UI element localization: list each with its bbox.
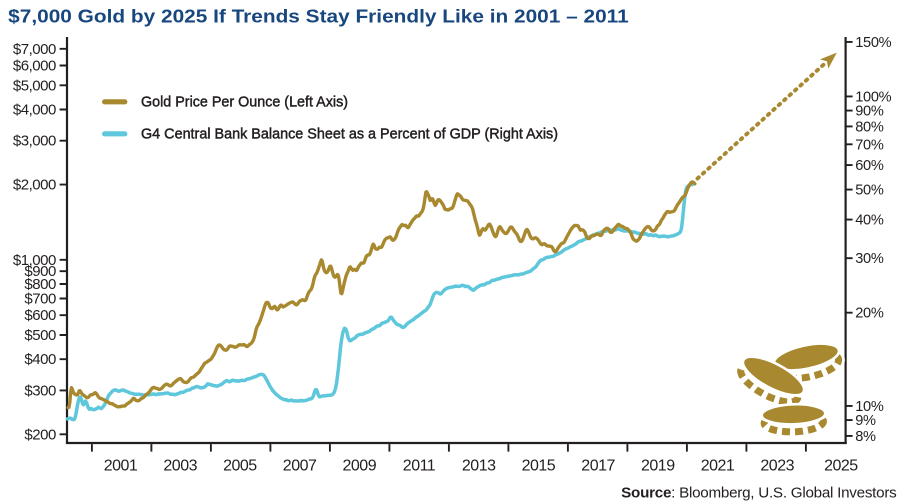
svg-text:$6,000: $6,000 — [13, 58, 56, 75]
svg-text:Gold Price Per Ounce (Left Axi: Gold Price Per Ounce (Left Axis) — [141, 95, 348, 111]
svg-text:$7,000: $7,000 — [13, 41, 56, 58]
svg-text:2009: 2009 — [343, 458, 377, 475]
svg-text:50%: 50% — [855, 183, 884, 199]
svg-text:60%: 60% — [855, 158, 884, 174]
svg-text:2013: 2013 — [462, 458, 496, 475]
svg-text:Source: Bloomberg, U.S. Global: Source: Bloomberg, U.S. Global Investors — [621, 485, 897, 502]
svg-text:150%: 150% — [855, 35, 891, 51]
svg-text:40%: 40% — [855, 213, 884, 229]
svg-text:$300: $300 — [24, 382, 56, 399]
svg-text:$500: $500 — [24, 327, 56, 344]
svg-text:9%: 9% — [855, 413, 876, 429]
svg-text:G4 Central Bank Balance Sheet: G4 Central Bank Balance Sheet as a Perce… — [141, 127, 558, 143]
svg-text:30%: 30% — [855, 251, 884, 267]
svg-text:80%: 80% — [855, 119, 884, 135]
svg-text:$400: $400 — [24, 351, 56, 368]
svg-text:$800: $800 — [24, 276, 56, 293]
svg-text:2003: 2003 — [163, 458, 197, 475]
svg-text:2015: 2015 — [522, 458, 556, 475]
svg-text:$4,000: $4,000 — [13, 102, 56, 119]
svg-text:8%: 8% — [855, 429, 876, 445]
svg-text:$1,000: $1,000 — [13, 252, 56, 269]
svg-text:2021: 2021 — [701, 458, 735, 475]
svg-text:$200: $200 — [24, 426, 56, 443]
svg-text:100%: 100% — [855, 89, 891, 105]
svg-text:$3,000: $3,000 — [13, 133, 56, 150]
svg-text:2001: 2001 — [104, 458, 138, 475]
svg-text:$700: $700 — [24, 291, 56, 308]
svg-text:2023: 2023 — [760, 458, 794, 475]
svg-text:2019: 2019 — [641, 458, 675, 475]
svg-text:2005: 2005 — [223, 458, 257, 475]
svg-text:90%: 90% — [855, 104, 884, 120]
svg-text:70%: 70% — [855, 137, 884, 153]
svg-text:$600: $600 — [24, 307, 56, 324]
svg-text:10%: 10% — [855, 399, 884, 415]
svg-text:$7,000 Gold by 2025 If Trends: $7,000 Gold by 2025 If Trends Stay Frien… — [8, 6, 629, 27]
svg-text:$900: $900 — [24, 263, 56, 280]
svg-text:2025: 2025 — [824, 458, 858, 475]
svg-text:2007: 2007 — [283, 458, 317, 475]
svg-text:20%: 20% — [855, 306, 884, 322]
svg-text:2017: 2017 — [581, 458, 615, 475]
svg-text:$5,000: $5,000 — [13, 77, 56, 94]
svg-text:$2,000: $2,000 — [13, 177, 56, 194]
svg-text:2011: 2011 — [403, 458, 436, 475]
